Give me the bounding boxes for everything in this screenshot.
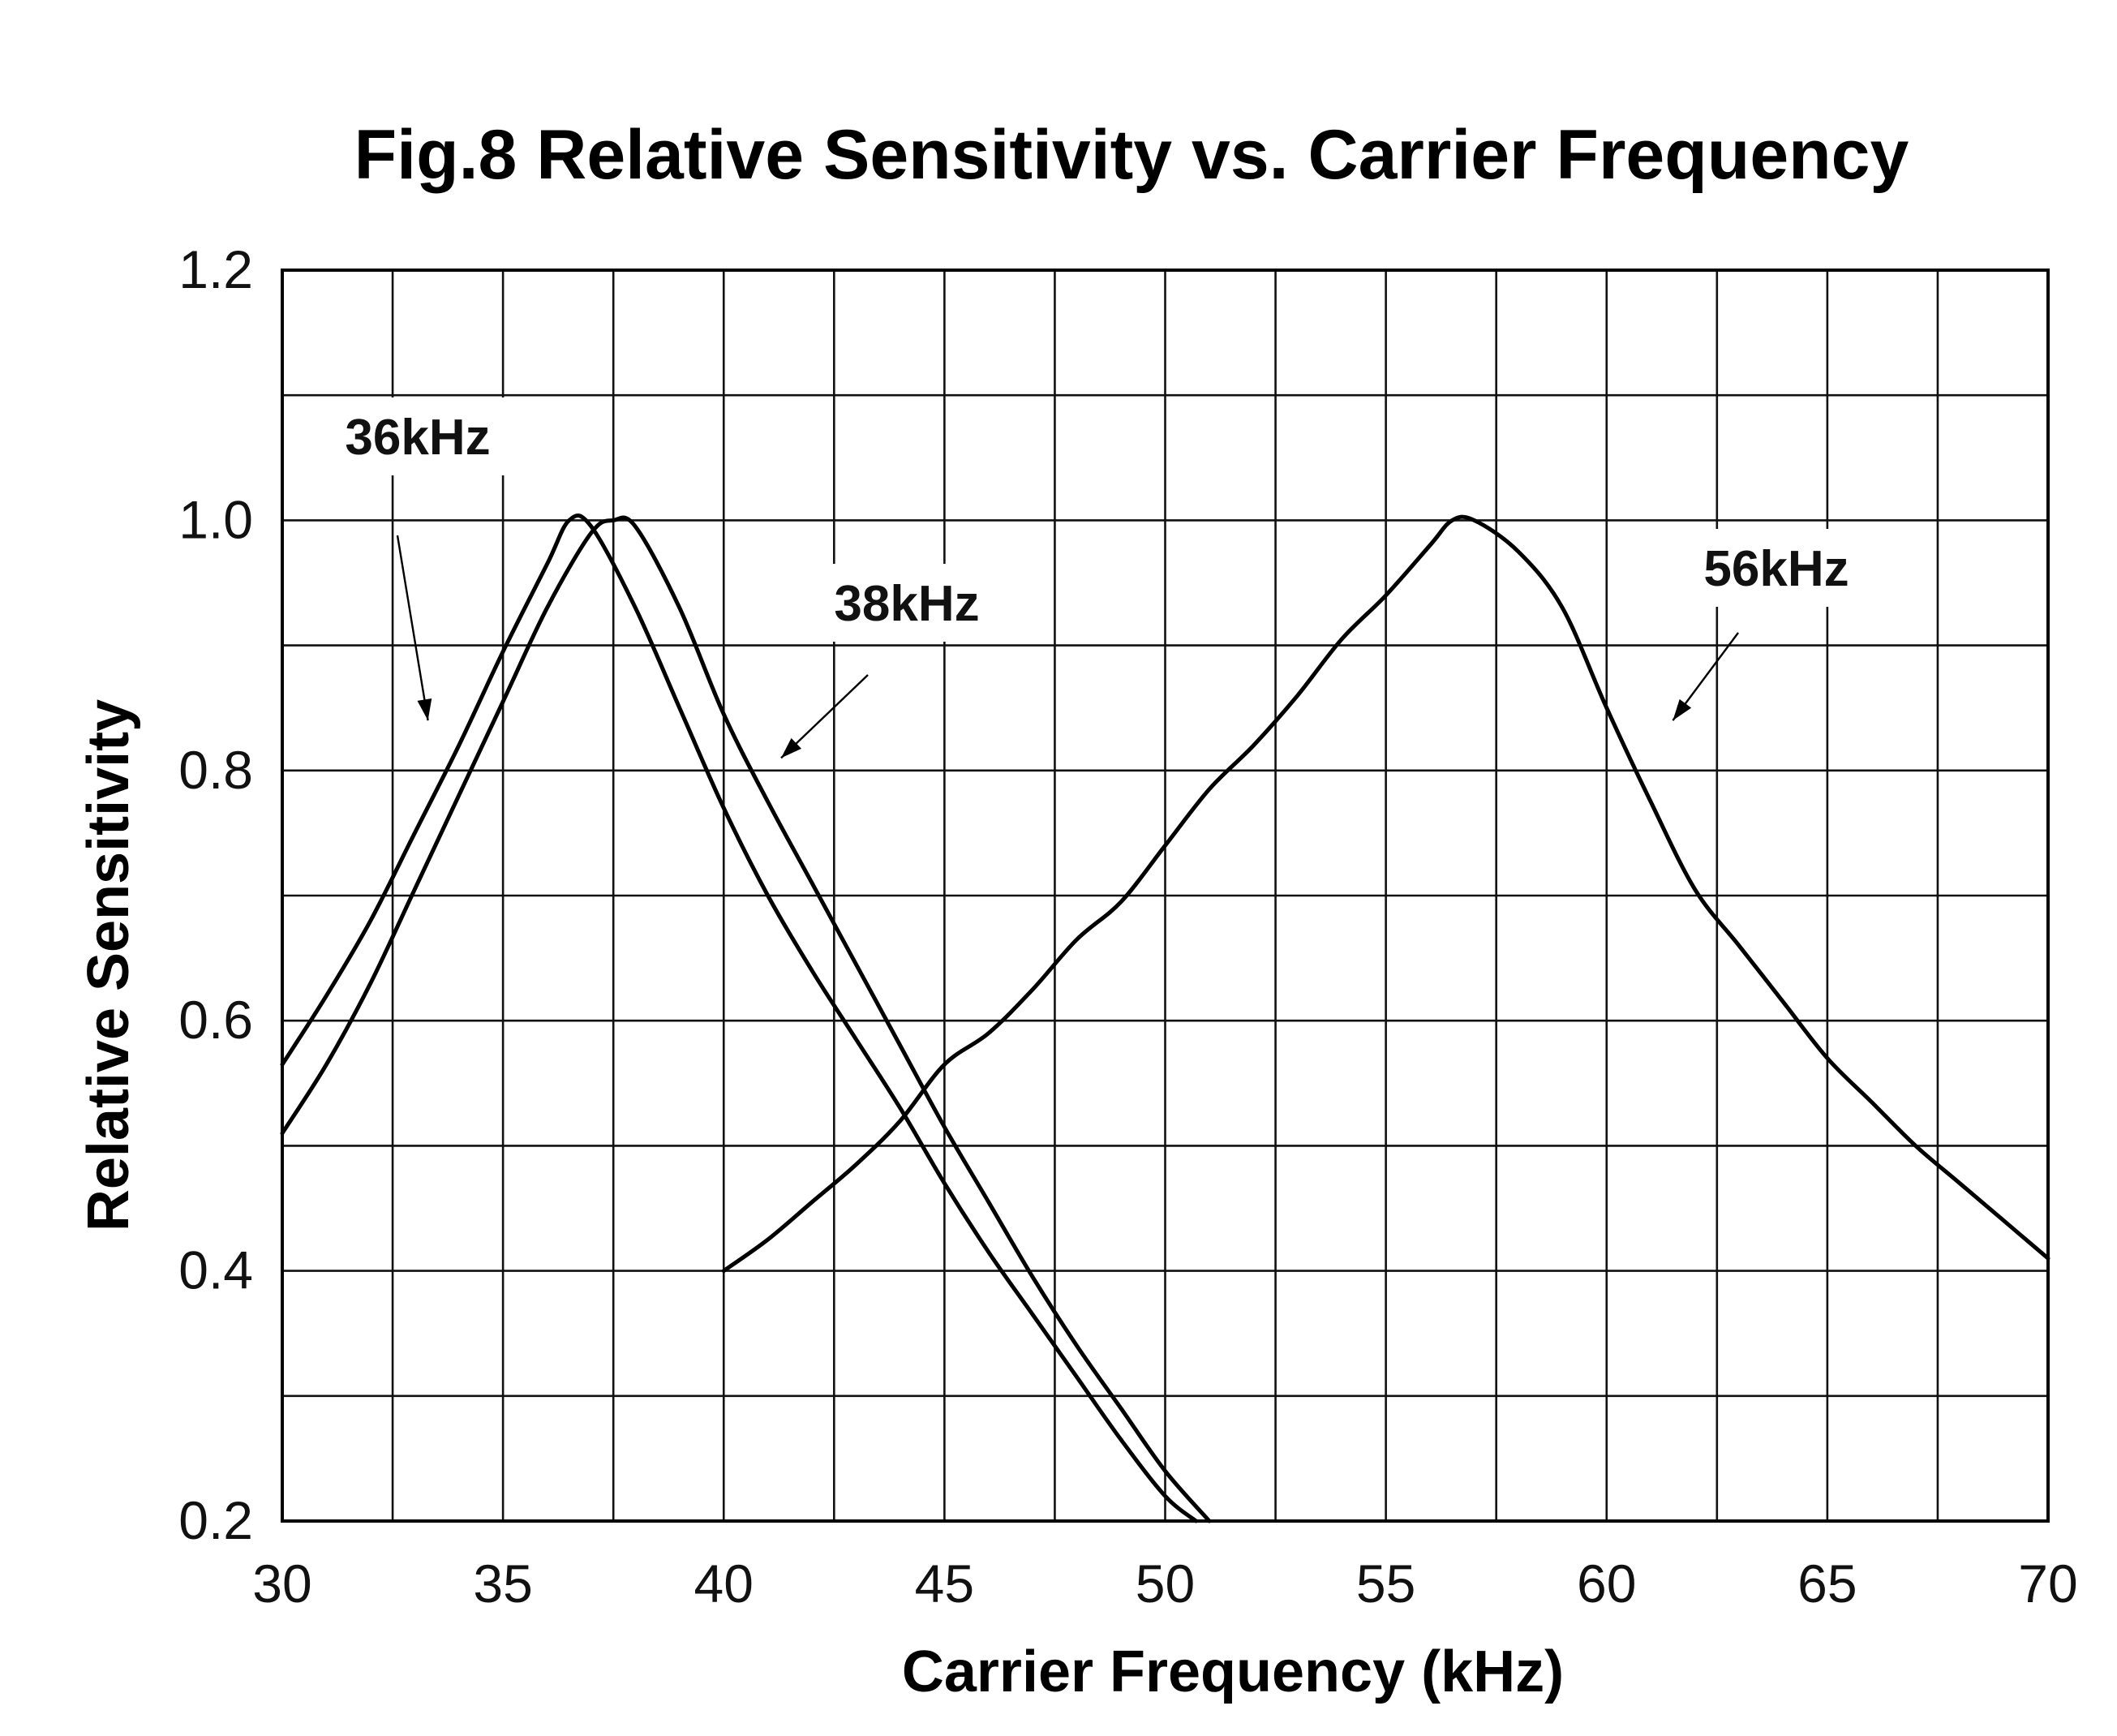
y-tick-label: 0.8 [178, 740, 253, 800]
series-line-56khz [721, 514, 2050, 1274]
x-tick-label: 35 [473, 1553, 532, 1614]
curve-annotations: 36kHz 38kHz 56kHz [324, 397, 1870, 759]
annotation-arrowhead [781, 737, 802, 758]
y-tick-label: 0.4 [178, 1240, 253, 1300]
x-tick-label: 55 [1356, 1553, 1415, 1614]
annotation-label-38khz: 38kHz [834, 576, 979, 632]
annotation-label-36khz: 36kHz [345, 410, 490, 466]
x-tick-label: 65 [1797, 1553, 1857, 1614]
annotation-arrowhead [1673, 698, 1692, 721]
annotation-label-background [814, 564, 1000, 642]
y-tick-label: 1.0 [178, 489, 253, 549]
x-tick-label: 30 [252, 1553, 311, 1614]
x-axis-ticks: 30 35 40 45 50 55 60 65 70 [252, 1553, 2077, 1614]
x-tick-label: 70 [2018, 1553, 2077, 1614]
grid [282, 270, 2048, 1521]
y-tick-label: 0.6 [178, 990, 253, 1050]
annotation-label-background [324, 397, 511, 475]
y-tick-label: 0.2 [178, 1490, 253, 1550]
x-tick-label: 40 [694, 1553, 754, 1614]
series-line-36khz [280, 513, 1199, 1523]
annotation-arrowhead [417, 698, 432, 721]
x-tick-label: 60 [1577, 1553, 1636, 1614]
plot-frame [281, 269, 2050, 1523]
chart-title: Fig.8 Relative Sensitivity vs. Carrier F… [354, 116, 1909, 194]
annotation-label-background [1683, 529, 1870, 607]
series-line-38khz [280, 515, 1212, 1523]
x-axis-title: Carrier Frequency (kHz) [902, 1639, 1564, 1704]
annotation-leader-line [396, 535, 429, 721]
y-axis-title: Relative Sensitivity [76, 699, 141, 1231]
curves [280, 513, 2050, 1523]
y-axis-ticks: 0.2 0.4 0.6 0.8 1.0 1.2 [178, 239, 253, 1550]
annotation-label-56khz: 56kHz [1703, 541, 1849, 597]
x-tick-label: 45 [915, 1553, 974, 1614]
y-tick-label: 1.2 [178, 239, 253, 299]
x-tick-label: 50 [1136, 1553, 1195, 1614]
